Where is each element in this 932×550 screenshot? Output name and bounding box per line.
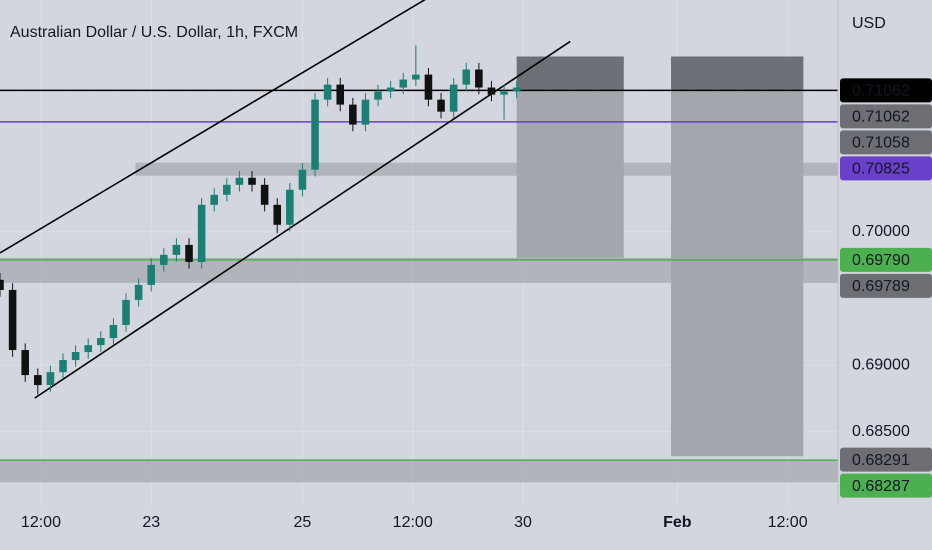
candle-body — [374, 91, 382, 100]
price-label-box — [840, 447, 932, 472]
y-tick-label: 0.69000 — [852, 356, 910, 373]
position-stop — [516, 89, 624, 258]
position-stop — [671, 89, 804, 457]
candle-body — [323, 84, 332, 100]
x-tick-label: 23 — [142, 514, 160, 531]
price-label: 0.68291 — [852, 452, 910, 469]
zone — [135, 162, 838, 176]
position-target — [516, 56, 624, 90]
candle-body — [311, 99, 319, 170]
candle-body — [84, 345, 92, 353]
price-label: 0.70825 — [852, 161, 910, 178]
candle-body — [424, 74, 433, 100]
candle-body — [210, 194, 219, 205]
candle-body — [134, 284, 143, 300]
candle-body — [349, 104, 357, 125]
chart-title: Australian Dollar / U.S. Dollar, 1h, FXC… — [10, 24, 298, 41]
price-label: 0.71058 — [852, 135, 910, 152]
y-tick-label: 0.68500 — [852, 423, 910, 440]
candle-body — [109, 324, 118, 339]
y-axis-label: USD — [852, 15, 886, 32]
trend-line — [34, 40, 571, 399]
x-tick-label: 25 — [294, 514, 312, 531]
price-label: 0.68287 — [852, 478, 910, 495]
candle-body — [8, 289, 17, 351]
price-label-box — [840, 156, 932, 181]
candle-body — [21, 350, 29, 376]
candle-body — [512, 87, 521, 92]
candle-body — [235, 177, 244, 185]
price-label: 0.71062 — [852, 83, 910, 100]
price-label-box — [840, 130, 932, 155]
candle-body — [71, 352, 80, 361]
candle-body — [286, 189, 294, 225]
candle-body — [298, 169, 307, 190]
candle-body — [160, 254, 168, 265]
candle-body — [260, 184, 269, 205]
candle-body — [248, 177, 256, 185]
x-tick-label: 12:00 — [21, 514, 61, 531]
candle-body — [97, 338, 105, 346]
zone — [0, 460, 838, 483]
candle-body — [0, 279, 4, 290]
candle-body — [185, 244, 193, 262]
candle-body — [386, 87, 395, 92]
candle-body — [399, 79, 408, 88]
price-label: 0.71062 — [852, 109, 910, 126]
candle-body — [147, 264, 155, 285]
candle-body — [223, 184, 231, 195]
price-label-box — [840, 78, 932, 103]
candle-body — [500, 91, 508, 95]
price-label: 0.69789 — [852, 278, 910, 295]
candle-body — [122, 299, 130, 325]
candle-body — [34, 375, 42, 386]
candle-body — [449, 84, 458, 112]
plot-area — [0, 0, 838, 483]
candle-body — [46, 372, 55, 386]
candle-body — [59, 360, 67, 373]
price-label: 0.69790 — [852, 252, 910, 269]
price-label-box — [840, 273, 932, 298]
candle-body — [475, 69, 483, 88]
candle-body — [336, 84, 345, 105]
candle-body — [273, 204, 282, 225]
candle-body — [412, 74, 420, 80]
candle-body — [172, 244, 181, 255]
candle-body — [361, 99, 370, 125]
price-label-box — [840, 104, 932, 129]
candle-body — [487, 87, 496, 95]
price-label-box — [840, 473, 932, 498]
x-tick-label: 12:00 — [768, 514, 808, 531]
candle-body — [197, 204, 206, 262]
candle-body — [462, 69, 471, 85]
x-tick-label: Feb — [663, 514, 692, 531]
y-tick-label: 0.70000 — [852, 223, 910, 240]
x-tick-label: 12:00 — [393, 514, 433, 531]
position-target — [671, 56, 804, 90]
price-label-box — [840, 247, 932, 272]
trend-line — [0, 0, 426, 254]
x-tick-label: 30 — [514, 514, 532, 531]
candle-body — [437, 99, 445, 112]
